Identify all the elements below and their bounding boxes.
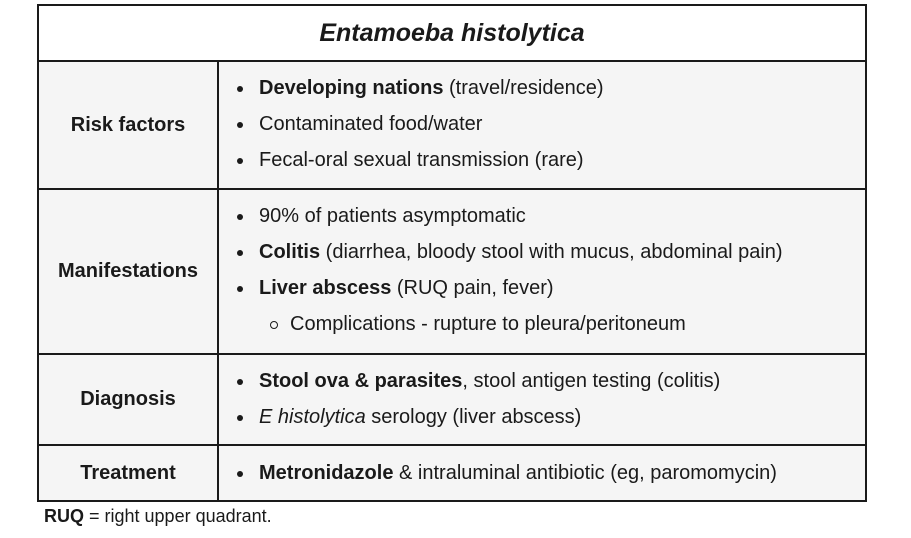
- row-content-manifestations: 90% of patients asymptomatic Colitis (di…: [219, 190, 865, 353]
- bullet-icon: [237, 286, 243, 292]
- bullet-icon: [237, 214, 243, 220]
- footnote-text: = right upper quadrant.: [84, 506, 272, 526]
- row-label-manifestations: Manifestations: [39, 190, 219, 353]
- list-item: Contaminated food/water: [219, 106, 865, 142]
- list-item: Colitis (diarrhea, bloody stool with muc…: [219, 234, 865, 270]
- footnote: RUQ = right upper quadrant.: [44, 506, 272, 527]
- hollow-bullet-icon: [270, 321, 278, 329]
- row-content-risk-factors: Developing nations (travel/residence) Co…: [219, 62, 865, 188]
- bullet-icon: [237, 122, 243, 128]
- row-manifestations: Manifestations 90% of patients asymptoma…: [39, 190, 865, 355]
- bullet-icon: [237, 379, 243, 385]
- list-item: Developing nations (travel/residence): [219, 70, 865, 106]
- table-title: Entamoeba histolytica: [39, 6, 865, 62]
- info-table: Entamoeba histolytica Risk factors Devel…: [37, 4, 867, 502]
- list-item: Metronidazole & intraluminal antibiotic …: [219, 455, 865, 491]
- row-diagnosis: Diagnosis Stool ova & parasites, stool a…: [39, 355, 865, 446]
- bullet-icon: [237, 415, 243, 421]
- row-risk-factors: Risk factors Developing nations (travel/…: [39, 62, 865, 190]
- bullet-icon: [237, 158, 243, 164]
- list-item: 90% of patients asymptomatic: [219, 198, 865, 234]
- bullet-icon: [237, 86, 243, 92]
- list-item: Fecal-oral sexual transmission (rare): [219, 142, 865, 178]
- row-label-treatment: Treatment: [39, 446, 219, 500]
- row-label-diagnosis: Diagnosis: [39, 355, 219, 444]
- sub-list-item: Complications - rupture to pleura/perito…: [219, 306, 865, 342]
- row-content-treatment: Metronidazole & intraluminal antibiotic …: [219, 446, 865, 500]
- bullet-icon: [237, 471, 243, 477]
- row-treatment: Treatment Metronidazole & intraluminal a…: [39, 446, 865, 500]
- bullet-icon: [237, 250, 243, 256]
- row-content-diagnosis: Stool ova & parasites, stool antigen tes…: [219, 355, 865, 444]
- row-label-risk-factors: Risk factors: [39, 62, 219, 188]
- list-item: Liver abscess (RUQ pain, fever): [219, 270, 865, 306]
- list-item: E histolytica serology (liver abscess): [219, 399, 865, 435]
- footnote-abbr: RUQ: [44, 506, 84, 526]
- list-item: Stool ova & parasites, stool antigen tes…: [219, 363, 865, 399]
